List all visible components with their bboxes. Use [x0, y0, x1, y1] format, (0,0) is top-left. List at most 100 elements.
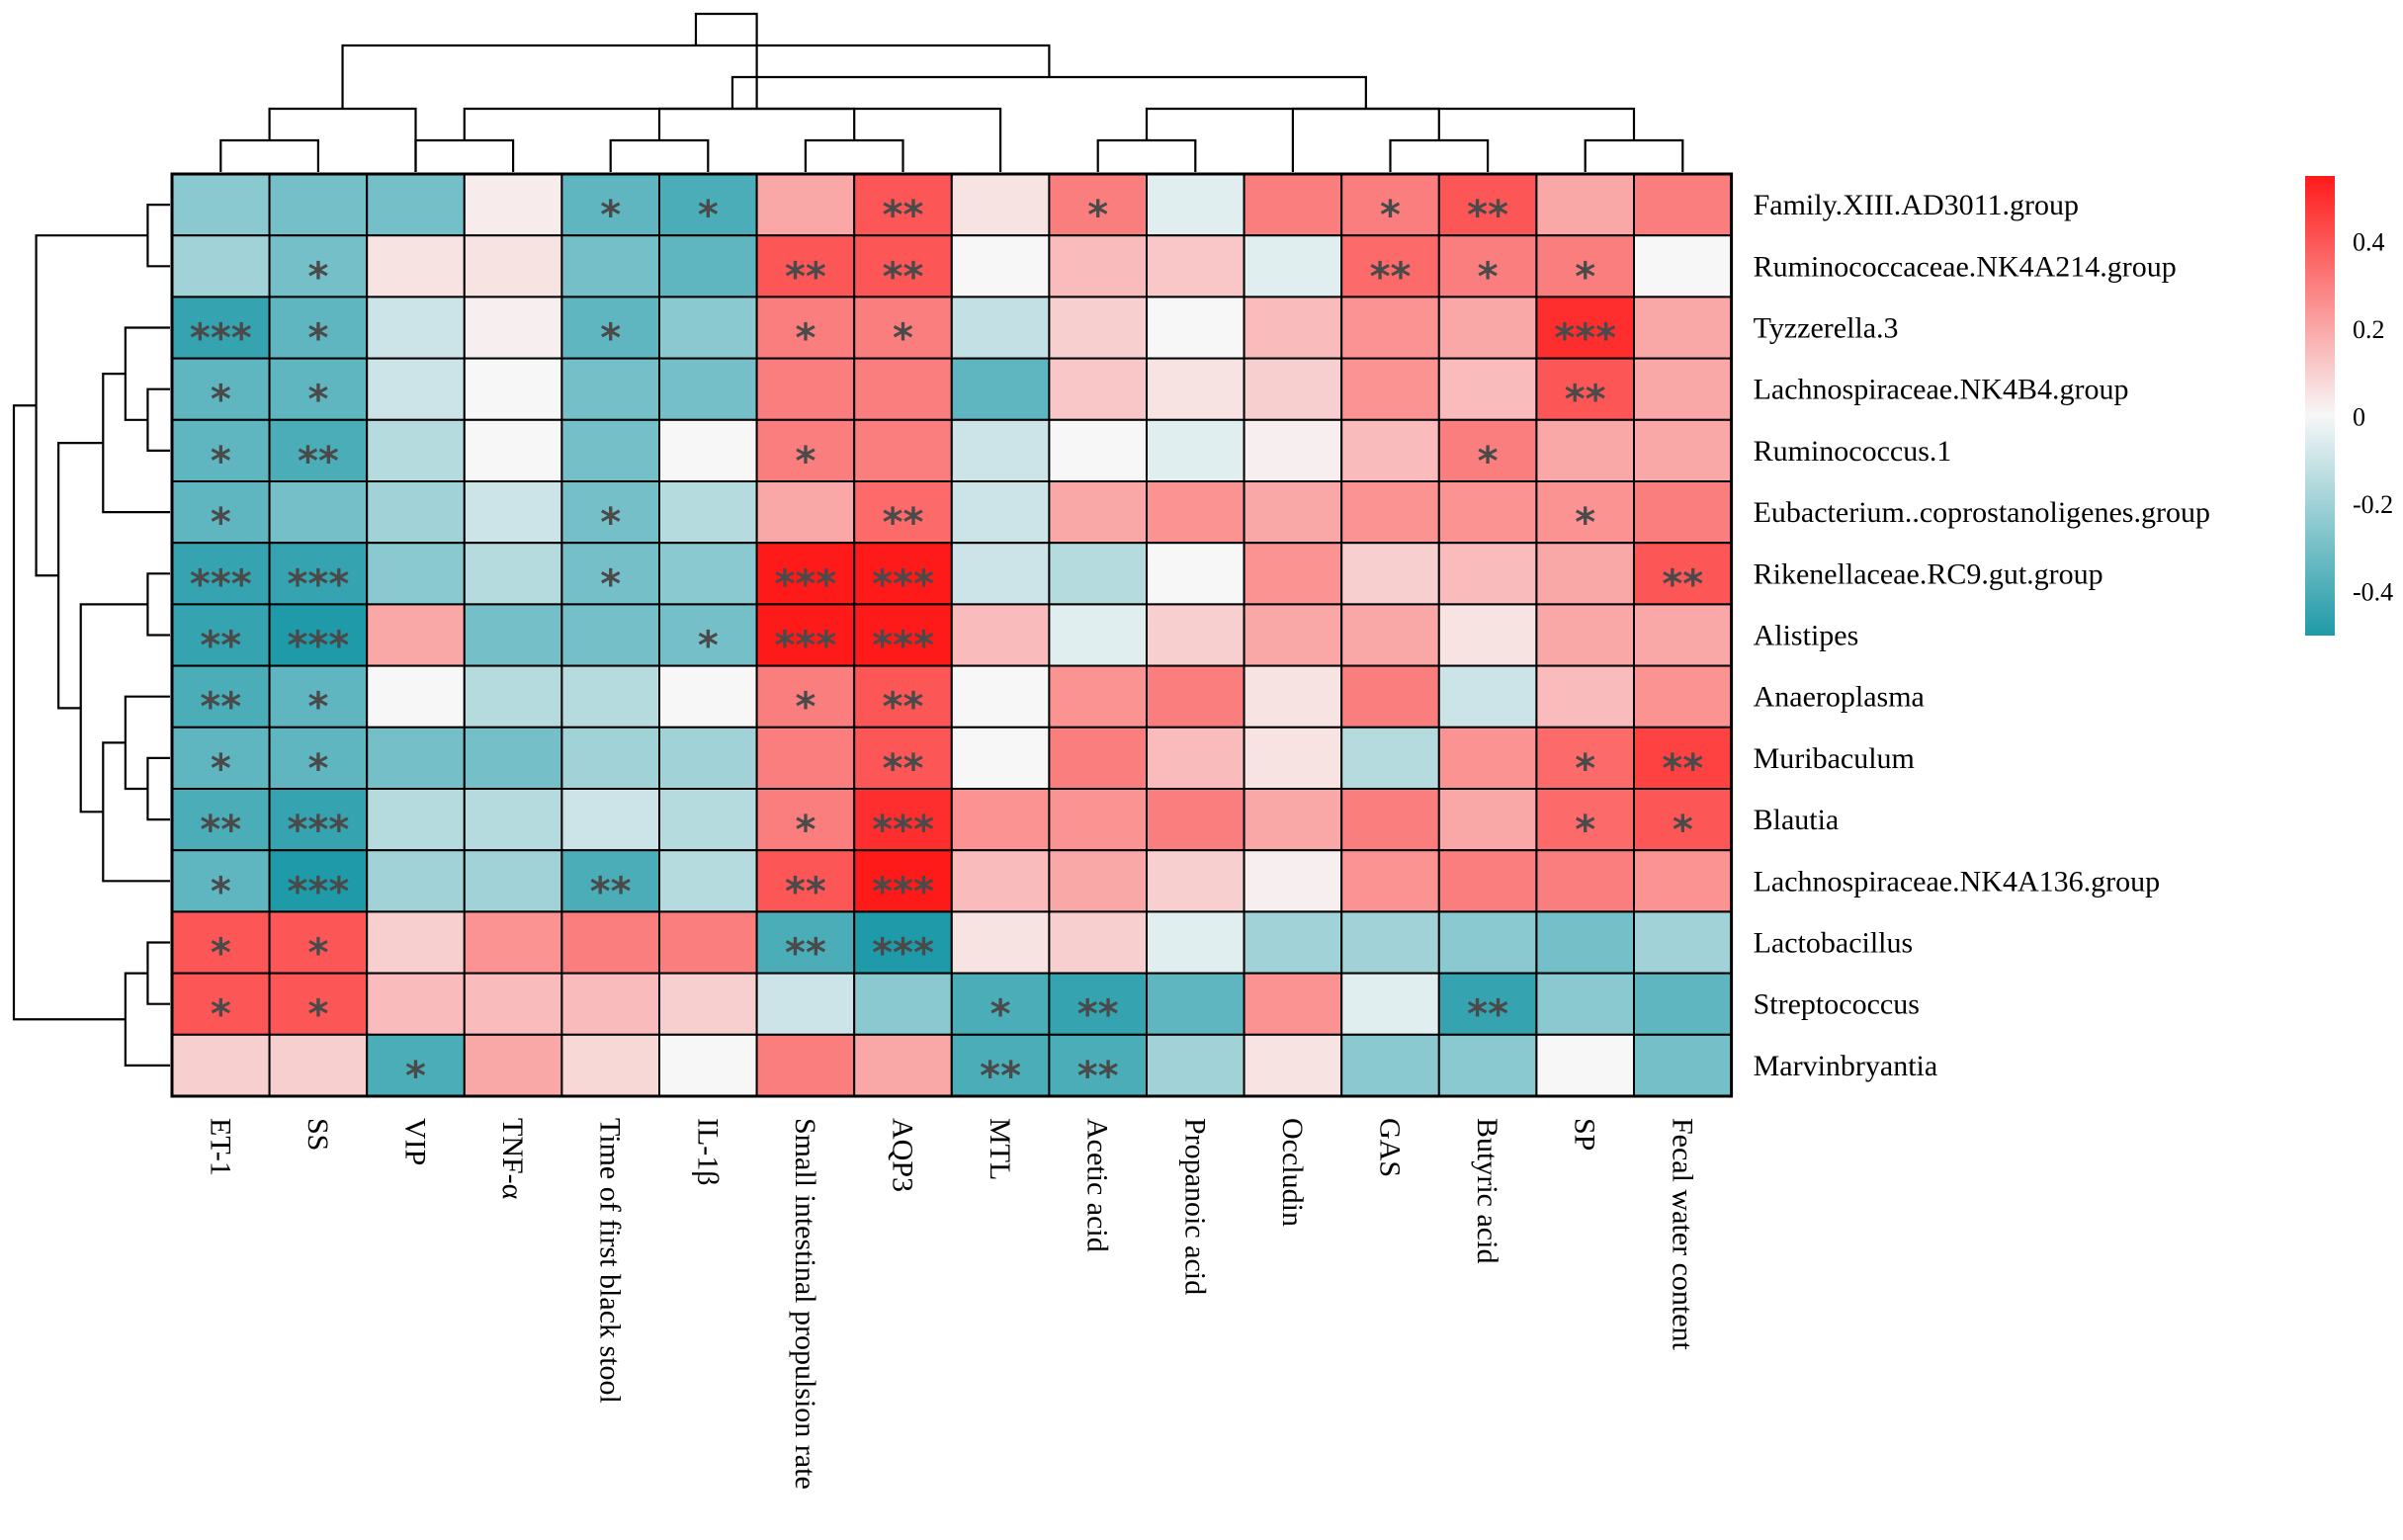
significance-mark: *: [1478, 439, 1499, 484]
heatmap-cell: [1243, 849, 1343, 913]
significance-mark: **: [1370, 254, 1412, 299]
significance-mark: *: [307, 685, 328, 730]
heatmap-cell: [1437, 910, 1538, 975]
heatmap-cell: [268, 296, 369, 360]
heatmap-cell: [950, 542, 1051, 606]
heatmap-cell: [1633, 296, 1733, 360]
heatmap-cell: [950, 726, 1051, 790]
dendrogram-branch: [146, 941, 170, 1005]
dendrogram-branch: [657, 107, 856, 140]
dendrogram-branch: [146, 204, 170, 268]
heatmap-cell: [560, 173, 661, 237]
significance-mark: ***: [288, 624, 350, 669]
heatmap-cell: [1146, 849, 1245, 913]
heatmap-cell: [1633, 1033, 1733, 1098]
heatmap-cell: [366, 788, 466, 852]
heatmap-cell: [658, 788, 758, 852]
significance-mark: **: [200, 685, 241, 730]
significance-mark: *: [211, 439, 231, 484]
significance-mark: **: [883, 685, 924, 730]
dendrogram-branch: [146, 572, 170, 637]
heatmap-cell: [853, 603, 953, 667]
significance-mark: **: [785, 931, 826, 977]
heatmap-cell: [463, 234, 563, 299]
significance-mark: *: [211, 992, 231, 1038]
significance-mark: **: [1077, 1054, 1119, 1099]
heatmap-cell: [1146, 788, 1245, 852]
heatmap-cell: [1146, 418, 1245, 482]
heatmap-cell: [1633, 603, 1733, 667]
heatmap-cell: [1437, 603, 1538, 667]
heatmap-cell: [1633, 234, 1733, 299]
row-label: Ruminococcus.1: [1754, 435, 1952, 468]
heatmap-cell: [1048, 296, 1149, 360]
heatmap-cell: [268, 1033, 369, 1098]
significance-mark: **: [200, 624, 241, 669]
dendrogram-branch: [35, 234, 148, 577]
heatmap-cell: [1243, 1033, 1343, 1098]
heatmap-cell: [268, 788, 369, 852]
heatmap-cell: [1437, 296, 1538, 360]
heatmap-cell: [1633, 664, 1733, 728]
row-label: Muribaculum: [1754, 742, 1915, 775]
heatmap-cell: [1146, 1033, 1245, 1098]
heatmap-cell: [1633, 418, 1733, 482]
heatmap-cell: [755, 972, 856, 1036]
heatmap-cells: [170, 172, 1734, 1098]
heatmap-cell: [950, 910, 1051, 975]
heatmap-cell: [658, 726, 758, 790]
heatmap-cell: [853, 1033, 953, 1098]
heatmap-cell: [755, 849, 856, 913]
heatmap-cell: [658, 664, 758, 728]
heatmap-cell: [1633, 480, 1733, 545]
heatmap-cell: [1243, 234, 1343, 299]
heatmap-cell: [1340, 418, 1440, 482]
significance-mark: ***: [190, 561, 252, 607]
heatmap-cell: [1146, 234, 1245, 299]
heatmap-cell: [1340, 1033, 1440, 1098]
row-label: Lachnospiraceae.NK4B4.group: [1754, 374, 2129, 406]
heatmap-cell: [1340, 480, 1440, 545]
significance-mark: **: [1077, 992, 1119, 1038]
column-label: Fecal water content: [1666, 1118, 1698, 1351]
dendrogram-branch: [146, 387, 170, 452]
heatmap-cell: [1633, 726, 1733, 790]
heatmap-cell: [1535, 357, 1636, 421]
significance-mark: ***: [872, 561, 934, 607]
significance-mark: *: [795, 685, 815, 730]
heatmap-cell: [1535, 234, 1636, 299]
significance-mark: *: [795, 439, 815, 484]
heatmap-cell: [171, 726, 271, 790]
row-labels: Family.XIII.AD3011.group Ruminococcaceae.…: [1754, 189, 2210, 1082]
column-label: VIP: [399, 1118, 432, 1165]
heatmap-cell: [853, 296, 953, 360]
heatmap-cell: [1535, 726, 1636, 790]
significance-mark: **: [1662, 561, 1703, 607]
heatmap-cell: [950, 664, 1051, 728]
heatmap-cell: [1048, 972, 1149, 1036]
heatmap-cell: [1146, 296, 1245, 360]
heatmap-cell: [853, 788, 953, 852]
heatmap-cell: [1633, 173, 1733, 237]
heatmap-cell: [366, 972, 466, 1036]
column-label: Small intestinal propulsion rate: [789, 1118, 821, 1490]
significance-mark: *: [307, 746, 328, 792]
heatmap-cell: [366, 542, 466, 606]
heatmap-cell: [1243, 788, 1343, 852]
heatmap-cell: [366, 664, 466, 728]
heatmap-cell: [560, 726, 661, 790]
heatmap-cell: [1146, 357, 1245, 421]
heatmap-cell: [1146, 910, 1245, 975]
dendrogram-branch: [12, 404, 126, 1021]
significance-mark: **: [1565, 378, 1606, 423]
heatmap-cell: [366, 849, 466, 913]
heatmap-cell: [268, 173, 369, 237]
heatmap-cell: [1048, 664, 1149, 728]
heatmap-cell: [853, 480, 953, 545]
heatmap-cell: [268, 418, 369, 482]
legend-tick-label: -0.4: [2353, 578, 2393, 607]
heatmap-cell: [463, 1033, 563, 1098]
heatmap-cell: [1340, 972, 1440, 1036]
dendrogram-branch: [1584, 138, 1684, 172]
heatmap-cell: [171, 849, 271, 913]
